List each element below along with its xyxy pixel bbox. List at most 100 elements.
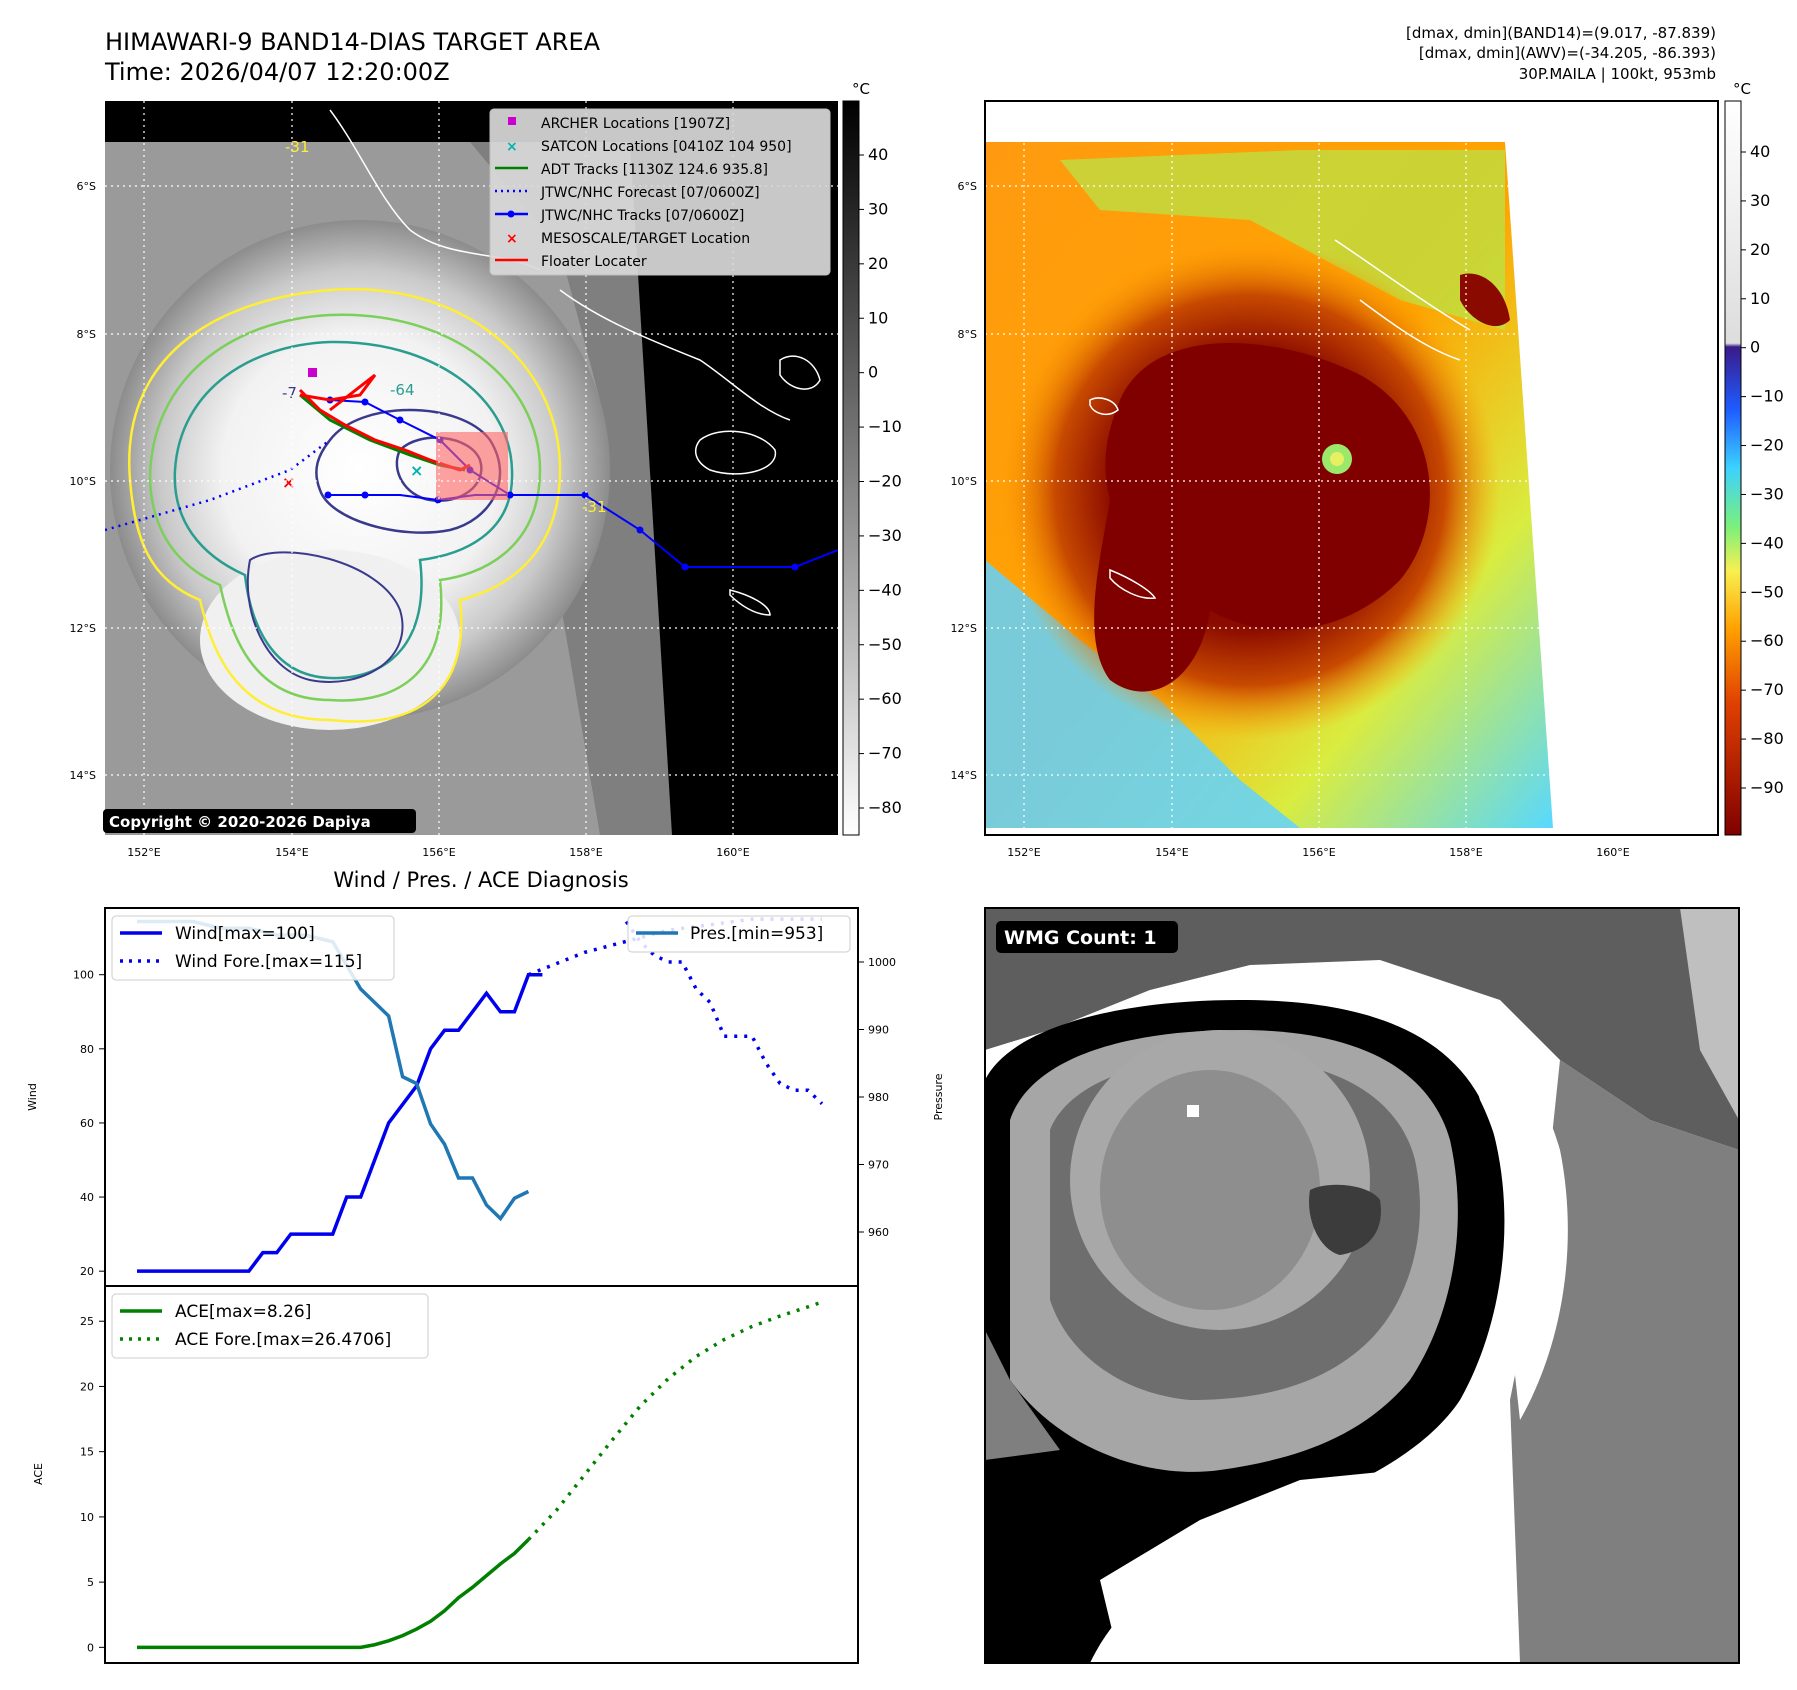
lat-label-14s: 14°S <box>70 769 96 782</box>
wmg-top-dark <box>985 908 1739 1150</box>
archer-location-marker <box>308 368 317 377</box>
color-map-coastline <box>1334 239 1471 361</box>
pressure-axis-label: Pressure <box>932 1073 945 1120</box>
map-time: Time: 2026/04/07 12:20:00Z <box>104 58 450 86</box>
colorbar-tick-label: 40 <box>1750 142 1770 161</box>
colorbar-tick-label: 0 <box>868 363 878 382</box>
colorbar-tick-label: 10 <box>868 308 888 327</box>
diagnosis-title: Wind / Pres. / ACE Diagnosis <box>333 868 628 892</box>
contour-yellow <box>127 287 562 723</box>
coastline-island-1 <box>694 430 776 475</box>
color-lon-154e: 154°E <box>1155 846 1188 859</box>
color-map-frame <box>984 100 1719 836</box>
pressure-y-tick-label: 1000 <box>868 956 896 969</box>
legend-box <box>489 108 831 276</box>
color-map-panel <box>984 100 1719 836</box>
wmg-bottom-white <box>1100 1470 1520 1663</box>
colorbar-tick-label: −30 <box>868 526 902 545</box>
pressure-y-tick-label: 980 <box>868 1091 889 1104</box>
wmg-frame <box>984 907 1740 1664</box>
legend-forecast-label: JTWC/NHC Forecast [07/0600Z] <box>540 185 760 201</box>
mesoscale-target-marker: × <box>282 473 295 492</box>
coastline-solomon <box>559 289 791 421</box>
wind-axis-label: Wind <box>26 1083 39 1111</box>
color-lon-156e: 156°E <box>1302 846 1335 859</box>
wind-legend-label: Wind[max=100] <box>175 924 315 944</box>
colorbar-tick-label: −70 <box>1750 680 1784 699</box>
wmg-dark-notch <box>1309 1184 1381 1255</box>
contour-purple-outer <box>315 408 502 534</box>
color-lon-160e: 160°E <box>1596 846 1629 859</box>
lon-label-158e: 158°E <box>569 846 602 859</box>
lon-label-152e: 152°E <box>127 846 160 859</box>
colorbar-tick-label: 30 <box>1750 191 1770 210</box>
color-lat-12s: 12°S <box>951 622 977 635</box>
contour-label-1: -64 <box>390 381 415 399</box>
colorbar-gray-bar <box>842 100 860 836</box>
colorbar-tick-label: 30 <box>868 199 888 218</box>
wmg-badge-text: WMG Count: 1 <box>1004 927 1157 949</box>
mesoscale-target-box <box>436 432 508 500</box>
ir-map-legend: ARCHER Locations [1907Z] × SATCON Locati… <box>489 108 831 276</box>
colorbar-tick-label: 10 <box>1750 289 1770 308</box>
wind-series-line-0 <box>137 972 543 1273</box>
color-map-dense-overcast <box>1094 342 1430 692</box>
floater-locater-loop <box>299 373 377 412</box>
contour-label-4: -7 <box>282 384 297 402</box>
ace-y-tick-label: 10 <box>80 1511 94 1524</box>
color-lat-6s: 6°S <box>958 180 977 193</box>
color-lat-14s: 14°S <box>951 769 977 782</box>
satcon-location-marker: × <box>410 461 423 480</box>
wmg-core-inner <box>1100 1070 1320 1310</box>
legend-tracks-label: JTWC/NHC Tracks [07/0600Z] <box>540 208 744 224</box>
colorbar-tick-label: −80 <box>868 798 902 817</box>
legend-satcon-marker: × <box>506 139 518 155</box>
colorbar-tick-label: −30 <box>1750 484 1784 503</box>
colorbar-color-unit: °C <box>1733 80 1751 98</box>
colorbar-tick-label: −60 <box>1750 631 1784 650</box>
storm-info: 30P.MAILA | 100kt, 953mb <box>1519 65 1716 83</box>
contour-label-3: -31 <box>285 138 310 156</box>
color-map-gridlines <box>985 101 1718 835</box>
pressure-y-tick-label: 970 <box>868 1159 889 1172</box>
ace-axis-label: ACE <box>32 1463 45 1485</box>
colorbar-color-bar <box>1724 100 1742 836</box>
wind-y-tick-label: 80 <box>80 1043 94 1056</box>
ace-y-tick-label: 15 <box>80 1446 94 1459</box>
colorbar-tick-label: −10 <box>868 417 902 436</box>
wmg-hot-pixel <box>1187 1105 1199 1117</box>
wind-y-tick-label: 100 <box>73 969 94 982</box>
legend-archer-marker <box>508 117 516 125</box>
legend-target-marker: × <box>506 231 518 247</box>
pressure-legend-label: Pres.[min=953] <box>690 924 823 944</box>
ace-y-tick-label: 5 <box>87 1576 94 1589</box>
wmg-left-gray <box>985 1330 1060 1460</box>
lat-label-10s: 10°S <box>70 475 96 488</box>
color-map-eye-core <box>1330 452 1344 466</box>
colorbar-tick-label: 0 <box>1750 338 1760 357</box>
contour-purple-south <box>246 551 404 683</box>
pressure-y-tick-label: 960 <box>868 1226 889 1239</box>
legend-target-label: MESOSCALE/TARGET Location <box>541 231 750 247</box>
lat-label-6s: 6°S <box>77 180 96 193</box>
legend-floater-label: Floater Locater <box>541 254 647 270</box>
colorbar-tick-label: −40 <box>1750 533 1784 552</box>
legend-archer-label: ARCHER Locations [1907Z] <box>541 116 730 132</box>
color-lat-8s: 8°S <box>958 328 977 341</box>
pressure-y-tick-label: 990 <box>868 1024 889 1037</box>
colorbar-tick-label: −50 <box>868 635 902 654</box>
wmg-right-light <box>1680 908 1739 1120</box>
wind-y-tick-label: 40 <box>80 1191 94 1204</box>
lat-label-8s: 8°S <box>77 328 96 341</box>
copyright-box <box>103 809 416 833</box>
ace-legend-box <box>111 1293 429 1359</box>
ir-map-gridlines <box>105 101 838 835</box>
contour-label-2: -31 <box>582 498 607 516</box>
coastline-island-3 <box>729 589 771 616</box>
lat-label-12s: 12°S <box>70 622 96 635</box>
wind-forecast-legend-label: Wind Fore.[max=115] <box>175 952 362 972</box>
colorbar-tick-label: −60 <box>868 689 902 708</box>
lon-label-160e: 160°E <box>716 846 749 859</box>
ace-chart: ACE 0 5 10 15 20 25 ACE[max=8.26] ACE Fore.[m… <box>32 1285 859 1664</box>
colorbar-gray-unit: °C <box>852 80 870 98</box>
